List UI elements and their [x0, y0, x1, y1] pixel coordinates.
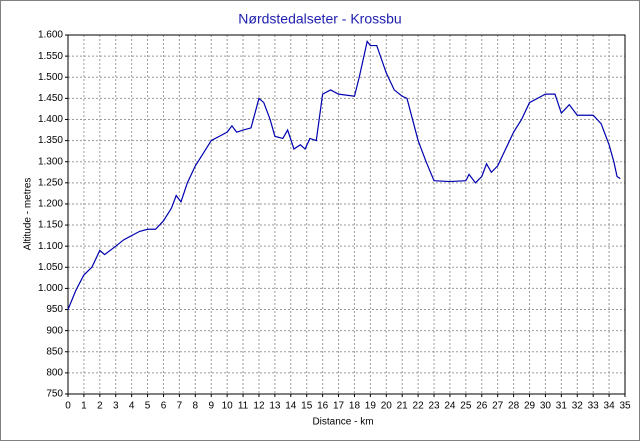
- x-tick-label: 11: [238, 401, 249, 412]
- x-tick-label: 19: [365, 401, 377, 412]
- x-tick-label: 22: [413, 401, 425, 412]
- chart-title: Nørdstedalseter - Krossbu: [238, 11, 401, 27]
- x-tick-label: 0: [65, 401, 71, 412]
- x-tick-label: 28: [508, 401, 520, 412]
- x-tick-label: 30: [540, 401, 552, 412]
- x-tick-label: 21: [397, 401, 409, 412]
- x-tick-label: 32: [572, 401, 584, 412]
- x-tick-label: 18: [349, 401, 361, 412]
- x-tick-label: 34: [604, 401, 616, 412]
- x-tick-label: 7: [177, 401, 183, 412]
- y-tick-label: 900: [46, 325, 63, 336]
- x-tick-label: 6: [161, 401, 167, 412]
- x-tick-label: 26: [476, 401, 488, 412]
- y-tick-label: 1.150: [38, 220, 63, 231]
- y-tick-label: 1.300: [38, 156, 63, 167]
- x-tick-label: 27: [492, 401, 504, 412]
- x-tick-label: 24: [444, 401, 456, 412]
- x-tick-label: 23: [428, 401, 440, 412]
- x-tick-label: 2: [97, 401, 103, 412]
- x-tick-label: 33: [588, 401, 600, 412]
- y-tick-label: 1.100: [38, 241, 63, 252]
- x-tick-label: 3: [113, 401, 119, 412]
- y-tick-label: 1.350: [38, 135, 63, 146]
- x-tick-label: 20: [381, 401, 393, 412]
- x-tick-label: 12: [253, 401, 265, 412]
- x-tick-label: 17: [333, 401, 345, 412]
- plot-area: [68, 35, 625, 394]
- y-tick-label: 1.000: [38, 283, 63, 294]
- y-tick-label: 1.050: [38, 262, 63, 273]
- y-tick-label: 850: [46, 346, 63, 357]
- x-axis-label: Distance - km: [312, 417, 373, 428]
- y-tick-label: 1.250: [38, 177, 63, 188]
- x-tick-label: 35: [619, 401, 631, 412]
- y-tick-label: 750: [46, 389, 63, 400]
- y-tick-label: 1.200: [38, 199, 63, 210]
- x-tick-label: 29: [524, 401, 536, 412]
- y-tick-label: 1.400: [38, 114, 63, 125]
- y-tick-label: 1.500: [38, 72, 63, 83]
- x-tick-label: 14: [285, 401, 297, 412]
- x-tick-label: 10: [222, 401, 234, 412]
- x-tick-label: 25: [460, 401, 472, 412]
- plot-border: [67, 34, 626, 395]
- y-tick-label: 1.550: [38, 51, 63, 62]
- x-tick-label: 1: [81, 401, 87, 412]
- x-tick-label: 8: [193, 401, 199, 412]
- y-axis-label: Altitude - metres: [23, 178, 34, 251]
- x-tick-label: 9: [208, 401, 214, 412]
- x-tick-label: 13: [269, 401, 281, 412]
- y-tick-label: 950: [46, 304, 63, 315]
- x-tick-label: 31: [556, 401, 568, 412]
- y-tick-label: 1.600: [38, 30, 63, 41]
- x-tick-label: 16: [317, 401, 329, 412]
- altitude-line: [67, 39, 621, 310]
- x-tick-label: 4: [129, 401, 135, 412]
- y-tick-label: 800: [46, 368, 63, 379]
- x-tick-label: 5: [145, 401, 151, 412]
- x-tick-label: 15: [301, 401, 313, 412]
- y-tick-label: 1.450: [38, 93, 63, 104]
